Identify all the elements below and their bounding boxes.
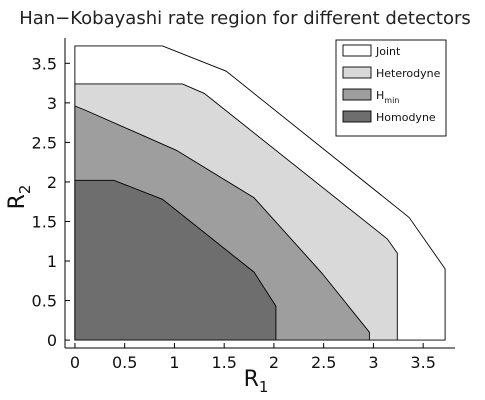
y-tick-label: 3.5 <box>32 54 57 73</box>
x-tick-label: 1 <box>169 353 179 372</box>
y-axis-label: R2 <box>5 185 34 210</box>
legend-label: Joint <box>375 45 401 58</box>
legend-swatch <box>342 110 372 123</box>
x-tick-label: 2 <box>269 353 279 372</box>
chart-title: Han−Kobayashi rate region for different … <box>19 8 471 29</box>
rate-regions <box>74 45 446 341</box>
legend-swatch <box>342 44 372 57</box>
y-tick-label: 3 <box>47 94 57 113</box>
y-tick-label: 0 <box>47 331 57 350</box>
axis-labels: R1 R2 <box>5 185 268 396</box>
legend-swatch <box>342 66 372 79</box>
legend-label: Heterodyne <box>376 67 441 80</box>
y-tick-label: 0.5 <box>32 292 57 311</box>
x-tick-label: 1.5 <box>211 353 236 372</box>
y-tick-label: 1 <box>47 252 57 271</box>
legend-label: Homodyne <box>376 111 436 124</box>
y-tick-label: 2.5 <box>32 133 57 152</box>
axes: 0 0.5 1 1.5 2 2.5 3 3.5 0 0.5 1 1.5 2 2.5 3 3.5 <box>32 38 455 372</box>
x-tick-label: 3 <box>368 353 378 372</box>
x-tick-label: 0.5 <box>112 353 137 372</box>
x-tick-label: 3.5 <box>410 353 435 372</box>
x-tick-label: 2.5 <box>311 353 336 372</box>
region-homodyne <box>74 179 277 341</box>
legend-swatch <box>342 88 372 101</box>
y-tick-label: 2 <box>47 173 57 192</box>
x-tick-label: 0 <box>70 353 80 372</box>
x-axis-label: R1 <box>244 367 269 396</box>
y-tick-label: 1.5 <box>32 212 57 231</box>
